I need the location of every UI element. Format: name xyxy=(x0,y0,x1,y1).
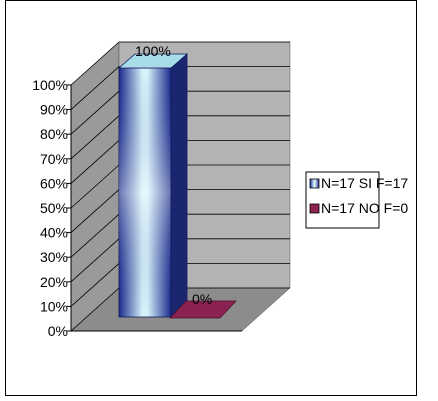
y-tick-label: 40% xyxy=(40,225,68,241)
gridline-side xyxy=(70,115,120,160)
gridline-side xyxy=(70,213,120,258)
gridline-side xyxy=(70,66,120,110)
gridline-side xyxy=(70,41,120,86)
y-tick-label: 90% xyxy=(40,102,68,118)
y-tick-label: 10% xyxy=(40,298,68,314)
legend-swatch xyxy=(309,203,320,214)
y-tick-label: 50% xyxy=(40,200,68,216)
gridline-side xyxy=(70,263,120,307)
gridline-side xyxy=(70,287,120,332)
data-label: 100% xyxy=(135,43,171,59)
y-tick-label: 70% xyxy=(40,151,68,167)
y-tick-label: 30% xyxy=(40,249,68,265)
y-tick-label: 100% xyxy=(32,77,68,93)
legend-label: N=17 NO F=0 xyxy=(321,200,408,216)
legend-swatch xyxy=(309,178,320,189)
gridline-side xyxy=(70,140,120,184)
bar-side xyxy=(170,53,188,318)
gridline-side xyxy=(70,189,120,233)
y-tick-label: 60% xyxy=(40,175,68,191)
gridline-side xyxy=(70,90,120,135)
y-tick-label: 0% xyxy=(48,323,68,339)
y-tick-label: 20% xyxy=(40,274,68,290)
bar-top xyxy=(117,53,189,69)
legend: N=17 SI F=17 N=17 NO F=0 xyxy=(305,171,408,229)
data-label: 0% xyxy=(192,291,212,307)
gridline-side xyxy=(70,238,120,283)
bar-front-highlight xyxy=(119,68,171,317)
y-tick-label: 80% xyxy=(40,126,68,142)
bar-zero xyxy=(169,300,237,319)
legend-label: N=17 SI F=17 xyxy=(321,175,408,191)
gridline-side xyxy=(70,164,120,209)
